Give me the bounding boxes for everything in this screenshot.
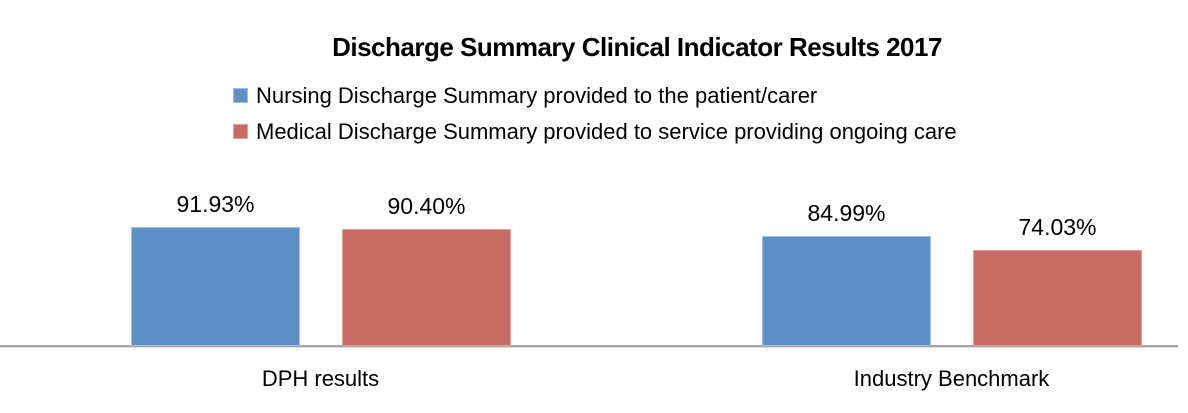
x-axis-line: [0, 345, 1178, 347]
data-label-series1-cat1: 74.03%: [1018, 213, 1097, 240]
bar-series0-cat0: [131, 226, 300, 346]
data-label-series0-cat0: 91.93%: [176, 190, 255, 217]
bar-series0-cat1: [762, 235, 931, 346]
category-label-industry-benchmark: Industry Benchmark: [853, 366, 1050, 391]
bar-series1-cat1: [973, 249, 1142, 346]
legend-item-nursing: Nursing Discharge Summary provided to th…: [233, 80, 957, 111]
legend-swatch-red-icon: [233, 124, 248, 139]
legend-swatch-blue-icon: [233, 88, 248, 103]
legend-label-medical: Medical Discharge Summary provided to se…: [256, 119, 957, 144]
data-label-series0-cat1: 84.99%: [807, 199, 886, 226]
legend-label-nursing: Nursing Discharge Summary provided to th…: [256, 83, 818, 108]
category-label-dph-results: DPH results: [261, 366, 380, 391]
chart-title: Discharge Summary Clinical Indicator Res…: [332, 32, 942, 62]
data-label-series1-cat0: 90.40%: [387, 192, 466, 219]
bar-series1-cat0: [342, 228, 511, 346]
legend: Nursing Discharge Summary provided to th…: [233, 80, 957, 147]
legend-item-medical: Medical Discharge Summary provided to se…: [233, 116, 957, 147]
